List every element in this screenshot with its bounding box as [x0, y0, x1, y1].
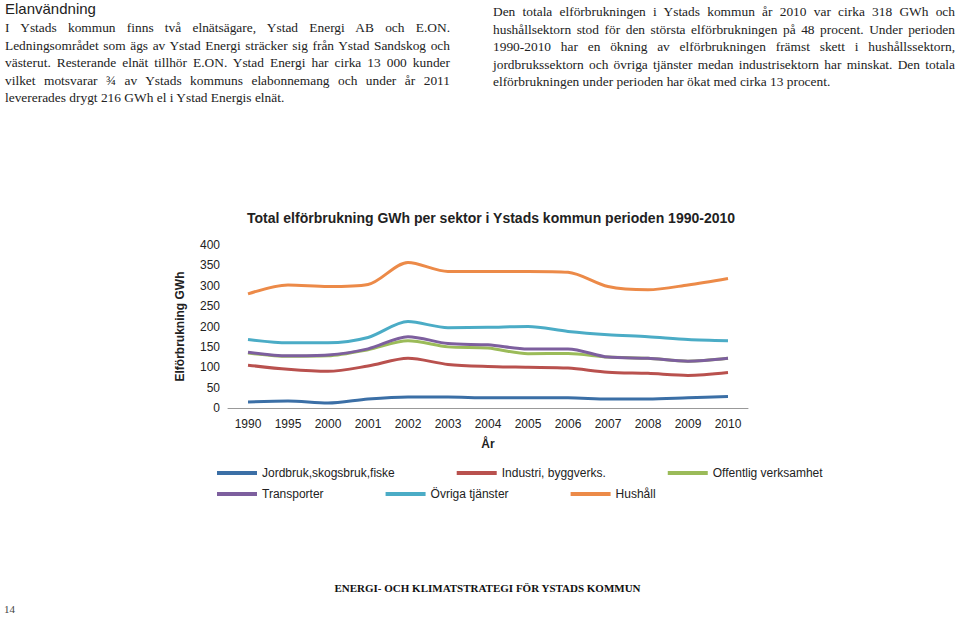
html-text:I Ystads kommun finns två elnä: I Ystads kommun finns två elnätsägare, Y… — [5, 20, 450, 105]
svg-text:300: 300 — [200, 279, 220, 293]
svg-text:2008: 2008 — [635, 417, 662, 431]
svg-text:350: 350 — [200, 258, 220, 272]
svg-text:År: År — [481, 436, 495, 451]
svg-text:400: 400 — [200, 238, 220, 252]
svg-text:2009: 2009 — [675, 417, 702, 431]
svg-text:0: 0 — [213, 401, 220, 415]
svg-text:2001: 2001 — [355, 417, 382, 431]
svg-text:2004: 2004 — [475, 417, 502, 431]
svg-text:2002: 2002 — [395, 417, 422, 431]
svg-text:Total elförbrukning GWh per se: Total elförbrukning GWh per sektor i Yst… — [247, 210, 735, 226]
html-text:Den totala elförbrukningen i Y: Den totala elförbrukningen i Ystads komm… — [493, 4, 955, 89]
html-text:Elanvändning: Elanvändning — [5, 0, 96, 17]
svg-text:Offentlig verksamhet: Offentlig verksamhet — [713, 466, 823, 480]
svg-text:Elförbrukning GWh: Elförbrukning GWh — [173, 272, 187, 382]
svg-text:200: 200 — [200, 320, 220, 334]
svg-text:2003: 2003 — [435, 417, 462, 431]
svg-text:1995: 1995 — [275, 417, 302, 431]
svg-text:Jordbruk,skogsbruk,fiske: Jordbruk,skogsbruk,fiske — [262, 466, 395, 480]
svg-text:Industri, byggverks.: Industri, byggverks. — [502, 466, 606, 480]
svg-text:150: 150 — [200, 340, 220, 354]
svg-text:250: 250 — [200, 299, 220, 313]
svg-text:Övriga tjänster: Övriga tjänster — [431, 487, 509, 501]
svg-text:Transporter: Transporter — [262, 487, 324, 501]
svg-text:2010: 2010 — [715, 417, 742, 431]
svg-text:2007: 2007 — [595, 417, 622, 431]
svg-text:2005: 2005 — [515, 417, 542, 431]
svg-text:2000: 2000 — [315, 417, 342, 431]
svg-text:50: 50 — [207, 381, 221, 395]
html-text:ENERGI- OCH KLIMATSTRATEGI FÖR: ENERGI- OCH KLIMATSTRATEGI FÖR YSTADS KO… — [334, 582, 641, 594]
svg-text:1990: 1990 — [235, 417, 262, 431]
html-text:14: 14 — [4, 603, 15, 615]
svg-text:100: 100 — [200, 360, 220, 374]
svg-text:Hushåll: Hushåll — [616, 487, 656, 501]
svg-text:2006: 2006 — [555, 417, 582, 431]
